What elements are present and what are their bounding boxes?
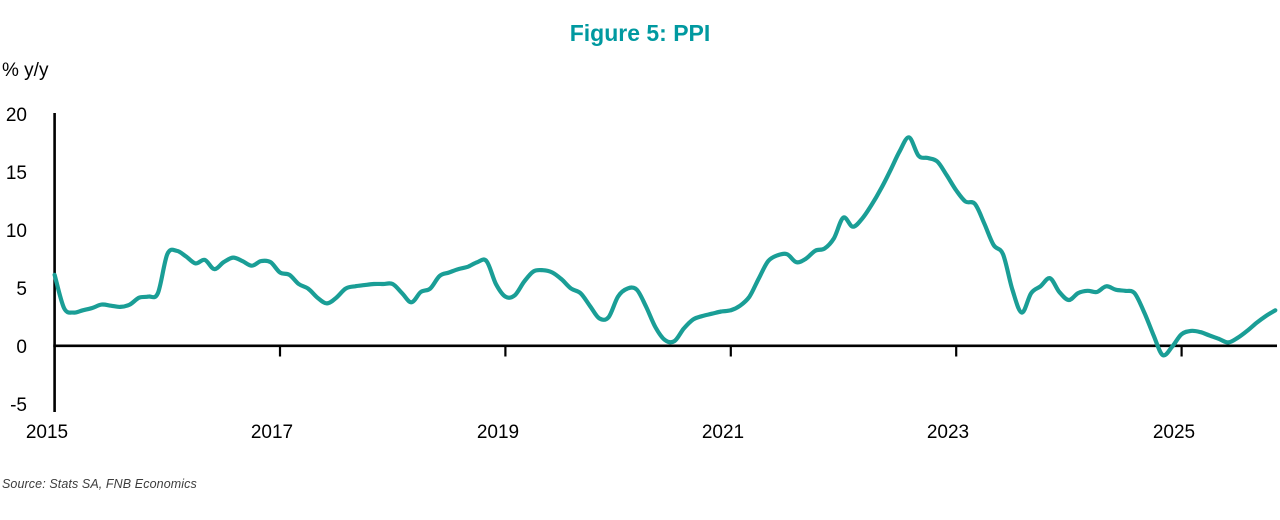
x-axis-year-label: 2019: [476, 422, 520, 443]
y-axis-tick-label: -5: [10, 395, 27, 416]
x-axis-year-label: 2023: [926, 422, 970, 443]
x-axis-ticks: [278, 345, 1183, 357]
y-axis-tick-label: 15: [5, 163, 27, 184]
source-note: Source: Stats SA, FNB Economics: [2, 477, 197, 491]
chart-title: Figure 5: PPI: [569, 20, 711, 46]
x-axis-year-label: 2025: [1152, 422, 1196, 443]
y-axis-unit-label: % y/y: [2, 60, 49, 81]
x-axis-year-label: 2021: [701, 422, 745, 443]
y-axis-tick-label: 0: [16, 337, 27, 358]
x-axis-year-label: 2017: [250, 422, 294, 443]
ppi-series-line: [52, 135, 1278, 358]
y-axis-tick-label: 5: [16, 279, 27, 300]
y-axis-tick-label: 20: [5, 105, 27, 126]
x-axis-year-label: 2015: [25, 422, 69, 443]
y-axis-tick-label: 10: [5, 221, 27, 242]
